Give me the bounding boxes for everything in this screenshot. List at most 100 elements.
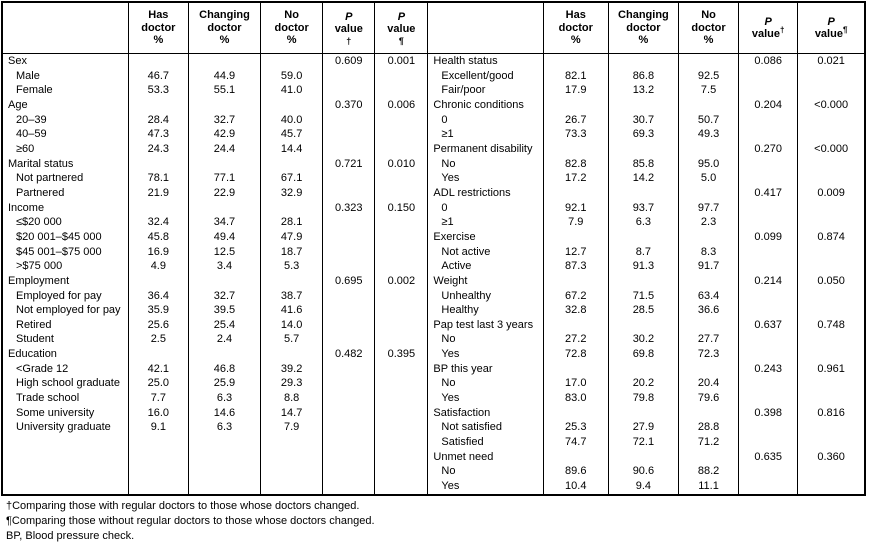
table-row: Education 0.482 0.395 Yes 72.8 69.8 72.3 <box>2 347 865 362</box>
changing-doctor-value-left: 44.9 <box>187 68 261 84</box>
p-value-pilcrow-right <box>797 200 865 216</box>
p-value-dagger-left <box>322 317 375 333</box>
has-doctor-value-left: 53.3 <box>127 83 189 98</box>
p-value-dagger-right <box>738 435 798 450</box>
p-value-dagger-left <box>322 259 375 274</box>
has-doctor-value-right: 32.8 <box>542 303 609 318</box>
no-doctor-value-left: 14.4 <box>260 141 323 157</box>
no-doctor-value-left <box>260 53 323 69</box>
table-row: Sex 0.609 0.001 Health status 0.086 0.021 <box>2 53 865 69</box>
changing-doctor-value-right: 69.3 <box>607 127 679 142</box>
p-value-pilcrow-left <box>374 361 428 377</box>
p-value-dagger-right <box>738 112 798 128</box>
p-value-pilcrow-left <box>374 127 428 142</box>
p-value-dagger-right <box>738 347 798 362</box>
row-label-left: >$75 000 <box>16 260 63 273</box>
no-doctor-value-left: 5.3 <box>260 259 323 274</box>
row-label-right: ≥1 <box>427 215 544 230</box>
changing-doctor-value-right: 86.8 <box>607 68 679 84</box>
has-doctor-value-left: 78.1 <box>127 171 189 186</box>
p-value-dagger-left: 0.323 <box>322 200 375 216</box>
no-doctor-value-right <box>677 185 739 201</box>
p-value-pilcrow-right <box>797 288 865 304</box>
row-label-right: Excellent/good <box>427 68 544 84</box>
table-row: Not partnered 78.1 77.1 67.1 Yes 17.2 14.2 5.0 <box>2 171 865 186</box>
row-label-right: Not satisfied <box>427 420 544 436</box>
no-doctor-value-left <box>260 97 323 113</box>
value-word: value <box>334 23 363 35</box>
row-label-right: ≥1 <box>427 127 544 142</box>
table-row: Partnered 21.9 22.9 32.9 ADL restrictions 0.4… <box>2 185 865 201</box>
no-doctor-value-left: 14.0 <box>260 317 323 333</box>
has-doctor-value-right: 74.7 <box>542 435 609 450</box>
value-word: value <box>387 23 416 35</box>
no-doctor-value-left <box>260 435 323 450</box>
table-row: Retired 25.6 25.4 14.0 Pap test last 3 years… <box>2 317 865 333</box>
row-label-left: Some university <box>16 406 95 419</box>
table-header: Has doctor % Changing doctor % No doctor… <box>2 2 865 54</box>
p-value-pilcrow-left <box>374 112 428 128</box>
p-value-pilcrow-right: 0.360 <box>797 449 865 465</box>
p-value-dagger-left <box>322 479 375 495</box>
changing-doctor-value-right: 69.8 <box>607 347 679 362</box>
p-value-dagger-right <box>738 303 798 318</box>
no-doctor-value-left: 8.8 <box>260 391 323 406</box>
row-label-right: No <box>427 464 544 480</box>
has-doctor-value-left: 28.4 <box>127 112 189 128</box>
row-label-left: 20–39 <box>16 113 47 126</box>
row-label-left: High school graduate <box>16 377 120 390</box>
has-doctor-value-right: 12.7 <box>542 244 609 260</box>
header-blank-left <box>2 2 129 54</box>
has-doctor-value-left <box>127 479 189 495</box>
has-doctor-value-right: 73.3 <box>542 127 609 142</box>
p-value-pilcrow-left <box>374 420 428 436</box>
changing-doctor-value-left <box>187 464 261 480</box>
changing-doctor-value-left <box>187 200 261 216</box>
has-doctor-value-right <box>542 449 609 465</box>
no-doctor-value-right <box>677 229 739 245</box>
no-doctor-value-left: 5.7 <box>260 332 323 348</box>
p-value-pilcrow-right: <0.000 <box>797 97 865 113</box>
no-doctor-value-right: 92.5 <box>677 68 739 84</box>
p-value-pilcrow-left: 0.001 <box>374 53 428 69</box>
p-value-pilcrow-left <box>374 435 428 450</box>
row-label-right: Yes <box>427 391 544 406</box>
has-doctor-value-right <box>542 405 609 421</box>
p-value-dagger-right <box>738 171 798 186</box>
no-doctor-value-left: 38.7 <box>260 288 323 304</box>
value-word: value <box>814 28 843 40</box>
table-row: 40–59 47.3 42.9 45.7 ≥1 73.3 69.3 49.3 <box>2 127 865 142</box>
changing-doctor-value-left <box>187 97 261 113</box>
row-label-left: Employment <box>8 274 70 287</box>
no-doctor-value-right <box>677 141 739 157</box>
row-label-right: Yes <box>427 347 544 362</box>
p-value-dagger-right: 0.099 <box>738 229 798 245</box>
table-row: Satisfied 74.7 72.1 71.2 <box>2 435 865 450</box>
row-label-left: Retired <box>16 318 52 331</box>
p-value-pilcrow-right: 0.874 <box>797 229 865 245</box>
has-doctor-value-left <box>127 53 189 69</box>
p-value-dagger-left <box>322 464 375 480</box>
p-value-pilcrow-left <box>374 244 428 260</box>
has-doctor-value-left: 25.0 <box>127 376 189 392</box>
p-value-pilcrow-right <box>797 156 865 172</box>
row-label-right: BP this year <box>427 361 544 377</box>
p-value-pilcrow-right <box>797 68 865 84</box>
no-doctor-value-right <box>677 405 739 421</box>
no-doctor-value-left: 28.1 <box>260 215 323 230</box>
p-value-dagger-left <box>322 435 375 450</box>
no-doctor-value-left <box>260 273 323 289</box>
changing-doctor-value-left: 49.4 <box>187 229 261 245</box>
has-doctor-value-left: 45.8 <box>127 229 189 245</box>
table-row: 20–39 28.4 32.7 40.0 0 26.7 30.7 50.7 <box>2 112 865 128</box>
header-changing-doctor-left: Changing doctor % <box>187 2 261 54</box>
changing-doctor-value-right: 13.2 <box>607 83 679 98</box>
table-row: Unmet need 0.635 0.360 <box>2 449 865 465</box>
changing-doctor-value-right: 91.3 <box>607 259 679 274</box>
has-doctor-value-left: 2.5 <box>127 332 189 348</box>
p-value-dagger-left <box>322 303 375 318</box>
table-row: Employed for pay 36.4 32.7 38.7 Unhealthy 67.… <box>2 288 865 304</box>
row-label-right: 0 <box>427 200 544 216</box>
p-value-pilcrow-right <box>797 435 865 450</box>
